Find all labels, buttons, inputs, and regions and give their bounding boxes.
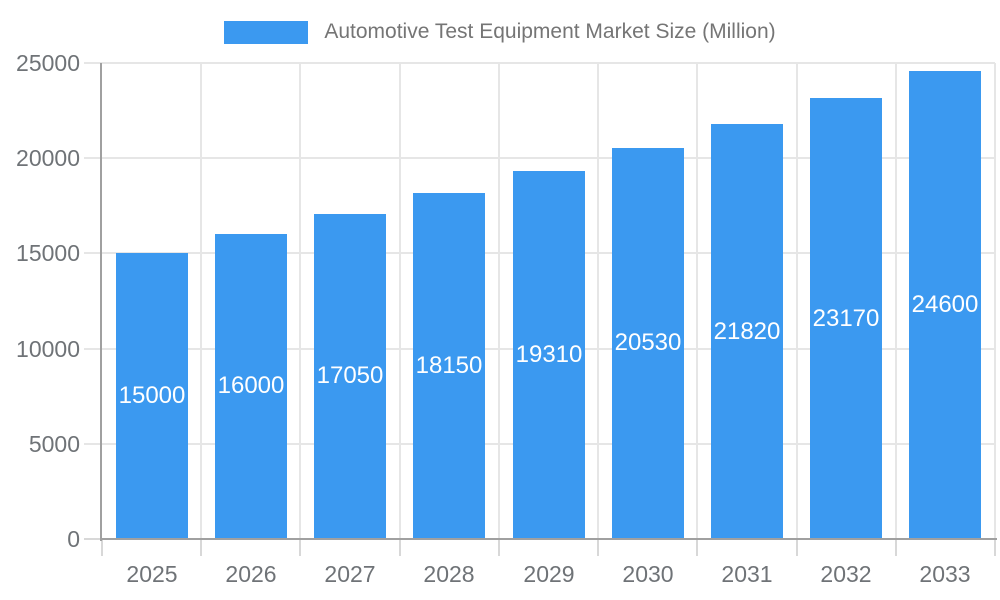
x-tick xyxy=(498,539,500,556)
bar-value-label: 18150 xyxy=(415,352,483,379)
x-gridline xyxy=(399,63,401,539)
x-tick xyxy=(597,539,599,556)
x-axis-tick-label: 2026 xyxy=(225,561,277,587)
bar[interactable]: 17050 xyxy=(314,214,386,539)
bar-value-label: 23170 xyxy=(812,305,880,332)
y-axis-tick-label: 15000 xyxy=(16,240,80,266)
x-tick xyxy=(101,539,103,556)
x-gridline xyxy=(696,63,698,539)
x-gridline xyxy=(597,63,599,539)
x-axis-tick-label: 2033 xyxy=(919,561,971,587)
bar-value-label: 24600 xyxy=(911,291,979,318)
bar-value-label: 19310 xyxy=(515,341,583,368)
x-axis-tick-label: 2031 xyxy=(721,561,773,587)
bar[interactable]: 24600 xyxy=(909,71,981,539)
x-tick xyxy=(200,539,202,556)
bar-value-label: 20530 xyxy=(614,329,682,356)
x-tick xyxy=(299,539,301,556)
legend-label: Automotive Test Equipment Market Size (M… xyxy=(324,20,776,43)
x-tick xyxy=(796,539,798,556)
x-gridline xyxy=(895,63,897,539)
bar-value-label: 17050 xyxy=(316,362,384,389)
x-tick xyxy=(895,539,897,556)
x-tick xyxy=(696,539,698,556)
x-gridline xyxy=(498,63,500,539)
x-axis-tick-label: 2030 xyxy=(622,561,674,587)
bar[interactable]: 18150 xyxy=(413,193,485,539)
bar[interactable]: 20530 xyxy=(612,148,684,539)
bar[interactable]: 19310 xyxy=(513,171,585,539)
x-tick xyxy=(399,539,401,556)
x-tick xyxy=(994,539,996,556)
y-axis-line xyxy=(100,63,102,541)
x-gridline xyxy=(796,63,798,539)
bar-value-label: 16000 xyxy=(217,372,285,399)
x-gridline xyxy=(200,63,202,539)
legend-swatch xyxy=(224,20,309,44)
y-axis-tick-label: 10000 xyxy=(16,336,80,362)
legend[interactable]: Automotive Test Equipment Market Size (M… xyxy=(0,17,1000,47)
y-gridline xyxy=(84,157,995,159)
y-tick xyxy=(84,538,102,540)
bar-value-label: 15000 xyxy=(118,382,186,409)
bar-value-label: 21820 xyxy=(713,318,781,345)
bar[interactable]: 16000 xyxy=(215,234,287,539)
x-axis-tick-label: 2032 xyxy=(820,561,872,587)
y-axis-tick-label: 20000 xyxy=(16,145,80,171)
x-axis-tick-label: 2025 xyxy=(126,561,178,587)
x-axis-tick-label: 2027 xyxy=(324,561,376,587)
bar[interactable]: 21820 xyxy=(711,124,783,539)
x-gridline xyxy=(994,63,996,539)
x-gridline xyxy=(299,63,301,539)
y-axis-tick-label: 0 xyxy=(67,526,80,552)
bar[interactable]: 23170 xyxy=(810,98,882,539)
x-axis-line xyxy=(100,538,997,540)
x-axis-tick-label: 2029 xyxy=(523,561,575,587)
y-axis-tick-label: 25000 xyxy=(16,50,80,76)
x-axis-tick-label: 2028 xyxy=(423,561,475,587)
y-axis-tick-label: 5000 xyxy=(28,431,80,457)
bar[interactable]: 15000 xyxy=(116,253,188,539)
y-gridline xyxy=(84,62,995,64)
